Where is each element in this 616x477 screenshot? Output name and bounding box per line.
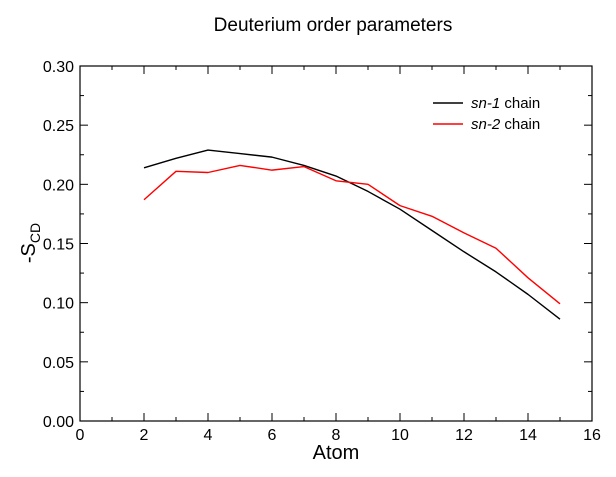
- x-tick-label: 14: [519, 427, 537, 444]
- series-group: [143, 149, 561, 320]
- y-tick-label: 0.05: [43, 355, 74, 372]
- x-tick-label: 16: [583, 427, 601, 444]
- legend: sn-1 chain sn-2 chain: [433, 95, 540, 133]
- y-axis-label-main: -S: [18, 243, 40, 263]
- legend-label-sn-2: sn-2 chain: [471, 116, 540, 133]
- x-axis-label: Atom: [313, 442, 360, 464]
- y-tick-label: 0.20: [43, 177, 74, 194]
- y-tick-label: 0.30: [43, 59, 74, 76]
- y-tick-label: 0.10: [43, 296, 74, 313]
- y-tick-label: 0.25: [43, 118, 74, 135]
- series-line-sn-1: [143, 149, 561, 320]
- x-tick-label: 10: [391, 427, 409, 444]
- legend-label-sn-1-rest: chain: [500, 95, 540, 112]
- x-tick-label: 6: [268, 427, 277, 444]
- y-tick-label: 0.00: [43, 414, 74, 431]
- y-tick-label: 0.15: [43, 237, 74, 254]
- axis-ticks: 0 2 4 6 8 10 12 14 16 0.00 0.05 0.10 0.15 0.20 0.25 0.3…: [43, 59, 601, 444]
- chart-title: Deuterium order parameters: [214, 15, 453, 36]
- y-axis-label-subscript: CD: [27, 223, 43, 243]
- series-line-sn-2: [143, 164, 561, 305]
- legend-label-sn-1-italic: sn-1: [471, 95, 500, 112]
- plot-frame: [79, 65, 593, 422]
- legend-label-sn-1: sn-1 chain: [471, 95, 540, 112]
- legend-label-sn-2-rest: chain: [500, 116, 540, 133]
- x-tick-label: 0: [76, 427, 85, 444]
- x-tick-label: 12: [455, 427, 473, 444]
- x-tick-label: 8: [332, 427, 341, 444]
- x-tick-label: 2: [140, 427, 149, 444]
- x-tick-label: 4: [204, 427, 213, 444]
- y-axis-label: -SCD: [18, 223, 43, 263]
- legend-label-sn-2-italic: sn-2: [471, 116, 501, 133]
